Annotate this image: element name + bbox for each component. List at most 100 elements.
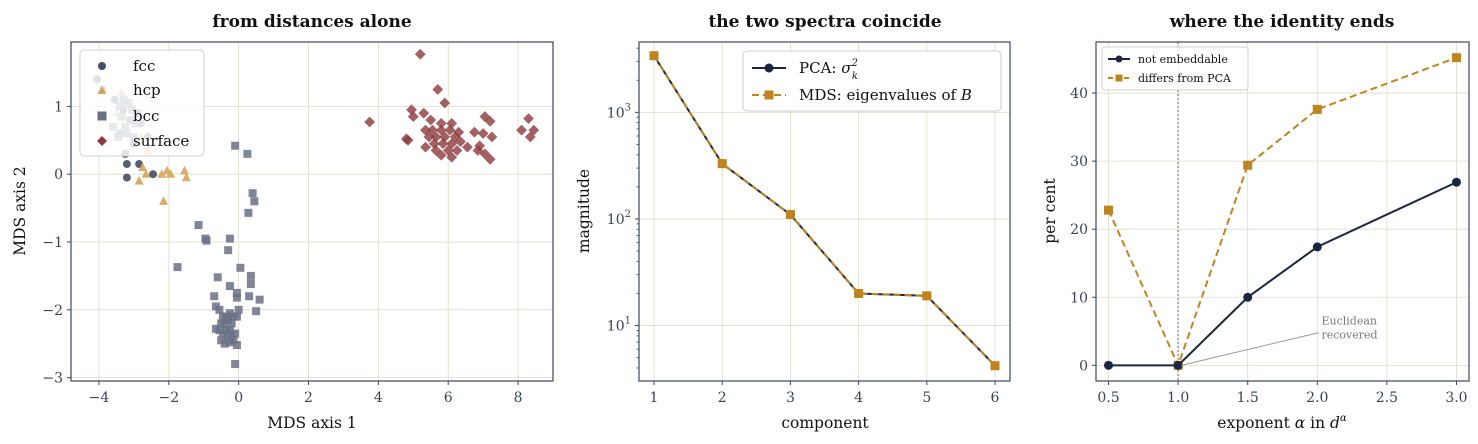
panel3-legend: not embeddable differs from PCA bbox=[1101, 46, 1249, 91]
panel3-xtick-label: 2.5 bbox=[1376, 390, 1398, 406]
legend-surface-label: surface bbox=[133, 132, 189, 150]
scatter-point-surface bbox=[425, 114, 437, 126]
panel2-xtick-label: 5 bbox=[922, 390, 931, 406]
scatter-point-surface bbox=[420, 141, 431, 153]
legend-pca-sigma: σ bbox=[841, 59, 852, 77]
panel2-frame bbox=[638, 41, 1011, 382]
legend-hcp-label: hcp bbox=[133, 81, 161, 99]
panel3-xtick-label: 3.0 bbox=[1445, 390, 1467, 406]
panel2-xtick-label: 3 bbox=[786, 390, 795, 406]
panel1-legend-box bbox=[79, 49, 205, 157]
panel3-xlabel: exponent α in dα bbox=[1217, 413, 1347, 432]
panel3-point-0 bbox=[1243, 292, 1253, 302]
panel1-title: from distances alone bbox=[212, 12, 411, 32]
panel1-ytick-label: −2 bbox=[42, 303, 63, 319]
panel3-ytick-label: 10 bbox=[1070, 290, 1088, 306]
legend-fcc-marker bbox=[98, 62, 106, 70]
scatter-point-surface bbox=[423, 131, 435, 143]
legend-mds-b: B bbox=[960, 86, 972, 104]
scatter-point-surface bbox=[469, 126, 480, 138]
scatter-point-bcc bbox=[231, 360, 240, 369]
panel3-xlabel-alpha: α bbox=[1295, 414, 1306, 432]
panel2-xtick-label: 6 bbox=[991, 390, 1000, 406]
panel2-title: the two spectra coincide bbox=[708, 12, 941, 32]
scatter-point-surface bbox=[484, 115, 496, 127]
legend-notemb-marker bbox=[1115, 55, 1123, 63]
panel2-ytick-label: 101 bbox=[607, 316, 631, 335]
panel3-xtick-label: 2.0 bbox=[1306, 390, 1328, 406]
scatter-point-surface bbox=[435, 117, 447, 129]
scatter-point-hcp bbox=[141, 169, 151, 178]
panel2-ytick-base: 10 bbox=[607, 212, 625, 228]
scatter-point-fcc bbox=[122, 160, 131, 169]
panel2-ytick-base: 10 bbox=[607, 105, 625, 121]
panel1-ytick-label: 1 bbox=[54, 99, 63, 115]
scatter-point-surface bbox=[414, 48, 426, 60]
panel2-ytick-label: 102 bbox=[607, 209, 631, 228]
legend-mds-marker bbox=[764, 90, 774, 100]
scatter-point-bcc bbox=[220, 339, 229, 348]
scatter-point-surface bbox=[477, 128, 489, 139]
annotation-arrow bbox=[1181, 332, 1319, 366]
panel2-legend-box bbox=[742, 50, 1002, 112]
scatter-point-bcc bbox=[232, 288, 241, 297]
scatter-point-bcc bbox=[231, 329, 240, 338]
legend-differs-label: differs from PCA bbox=[1138, 72, 1232, 85]
panel1-xtick-label: 8 bbox=[514, 390, 523, 406]
panel3-legend-box bbox=[1101, 46, 1249, 91]
scatter-point-bcc bbox=[227, 319, 236, 328]
legend-differs-marker bbox=[1115, 74, 1123, 82]
scatter-point-bcc bbox=[236, 263, 245, 272]
legend-fcc-label: fcc bbox=[133, 57, 155, 75]
panel1-xtick-label: 4 bbox=[374, 390, 383, 406]
scatter-point-surface bbox=[407, 111, 419, 122]
panel2-legend: PCA: σ2 k MDS: eigenvalues of B bbox=[742, 50, 1002, 112]
legend-hcp-marker bbox=[97, 86, 107, 94]
panel3-ylabel: per cent bbox=[1041, 177, 1059, 243]
scatter-point-bcc bbox=[225, 234, 234, 243]
panel3-point-1 bbox=[1312, 104, 1322, 114]
panel1-xtick-label: −2 bbox=[158, 390, 179, 406]
panel3-point-1 bbox=[1243, 160, 1253, 170]
legend-pca-marker bbox=[764, 63, 774, 73]
panel1-ytick-label: 0 bbox=[54, 167, 63, 183]
panel3-ticks: 0.5 1.0 1.5 2.0 2.5 3.0 0 10 20 30 40 bbox=[1070, 86, 1467, 406]
panel3-xlabel-d: d bbox=[1330, 414, 1340, 432]
panel2-ytick-exp: 3 bbox=[625, 102, 631, 113]
panel1-frame bbox=[70, 41, 554, 382]
scatter-point-bcc bbox=[194, 221, 203, 230]
scatter-point-hcp bbox=[180, 165, 190, 175]
scatter-point-bcc bbox=[232, 312, 241, 321]
scatter-point-surface bbox=[524, 131, 536, 143]
panel1-ticks: −4 −2 0 2 4 6 8 −3 −2 −1 0 1 bbox=[42, 99, 522, 406]
scatter-point-surface bbox=[430, 131, 442, 143]
scatter-point-hcp bbox=[166, 169, 176, 178]
panel2-point-1 bbox=[990, 361, 1000, 371]
panel2-xtick-label: 1 bbox=[650, 390, 659, 406]
panel1-xtick-label: 6 bbox=[444, 390, 453, 406]
legend-pca-sub: k bbox=[852, 71, 858, 82]
panel3-xlabel-text: exponent bbox=[1217, 414, 1294, 432]
scatter-point-bcc bbox=[210, 292, 219, 301]
panel3-point-1 bbox=[1104, 205, 1114, 215]
scatter-point-bcc bbox=[224, 246, 233, 255]
scatter-point-hcp bbox=[159, 196, 169, 205]
scatter-point-surface bbox=[402, 134, 414, 146]
panel2-lines bbox=[649, 51, 1000, 371]
panel2-ylabel: magnitude bbox=[575, 169, 593, 253]
legend-bcc-marker bbox=[97, 111, 107, 121]
scatter-point-surface bbox=[474, 140, 486, 152]
panel3-ytick-label: 0 bbox=[1079, 358, 1088, 374]
panel1-xtick-label: −4 bbox=[89, 390, 110, 406]
scatter-point-bcc bbox=[255, 295, 264, 304]
scatter-point-bcc bbox=[234, 305, 243, 314]
scatter-point-surface bbox=[486, 131, 498, 143]
scatter-point-hcp bbox=[181, 172, 191, 182]
scatter-point-bcc bbox=[248, 189, 257, 198]
panel1-ytick-label: −1 bbox=[42, 235, 63, 251]
legend-pca-text: PCA: bbox=[799, 59, 841, 77]
scatter-point-bcc bbox=[225, 326, 234, 335]
